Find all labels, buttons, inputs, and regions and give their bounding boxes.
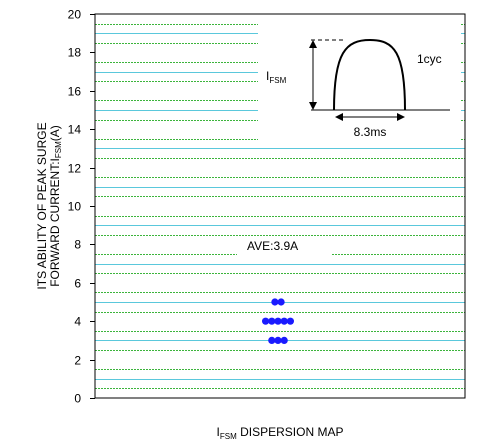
duration-arrow-right <box>397 113 405 121</box>
y-tick-label: 4 <box>74 315 81 329</box>
average-label: AVE:3.9A <box>247 239 298 253</box>
inset-cycle-label: 1cyc <box>417 52 442 66</box>
y-axis-label-line2: FORWARD CURRENT:IFSM(A) <box>48 125 63 287</box>
average-label-box <box>237 236 331 256</box>
amplitude-arrow-bottom <box>309 102 317 110</box>
duration-arrow-left <box>335 113 343 121</box>
y-tick-label: 6 <box>74 277 81 291</box>
y-axis: 0 2 4 6 8 10 12 14 16 18 20 <box>68 8 95 406</box>
average-annotation: AVE:3.9A <box>237 236 331 256</box>
y-tick-label: 2 <box>74 354 81 368</box>
y-tick-label: 18 <box>68 46 82 60</box>
inset-box <box>258 22 461 144</box>
data-points <box>262 298 294 344</box>
y-tick-label: 0 <box>74 392 81 406</box>
data-point <box>268 336 276 344</box>
y-axis-label: ITS ABILITY OF PEAK SURGE FORWARD CURREN… <box>35 122 63 289</box>
half-sine-pulse <box>333 38 406 111</box>
data-point <box>271 298 279 306</box>
inset-amplitude-label: IFSM <box>266 69 287 85</box>
x-axis-label: IFSM DISPERSION MAP <box>217 425 344 441</box>
data-point <box>274 336 282 344</box>
y-tick-label: 12 <box>68 162 82 176</box>
data-point <box>280 317 288 325</box>
y-tick-label: 14 <box>68 123 82 137</box>
data-point <box>277 298 285 306</box>
y-tick-label: 8 <box>74 238 81 252</box>
y-tick-label: 20 <box>68 8 82 22</box>
data-point <box>262 317 270 325</box>
y-tick-label: 16 <box>68 85 82 99</box>
data-point <box>280 336 288 344</box>
amplitude-arrow-top <box>309 40 317 48</box>
inset-duration-label: 8.3ms <box>354 125 387 139</box>
data-point <box>268 317 276 325</box>
inset-diagram: IFSM 8.3ms 1cyc <box>258 22 461 144</box>
data-point <box>286 317 294 325</box>
y-axis-label-line1: ITS ABILITY OF PEAK SURGE <box>35 122 49 289</box>
y-tick-label: 10 <box>68 200 82 214</box>
data-point <box>274 317 282 325</box>
